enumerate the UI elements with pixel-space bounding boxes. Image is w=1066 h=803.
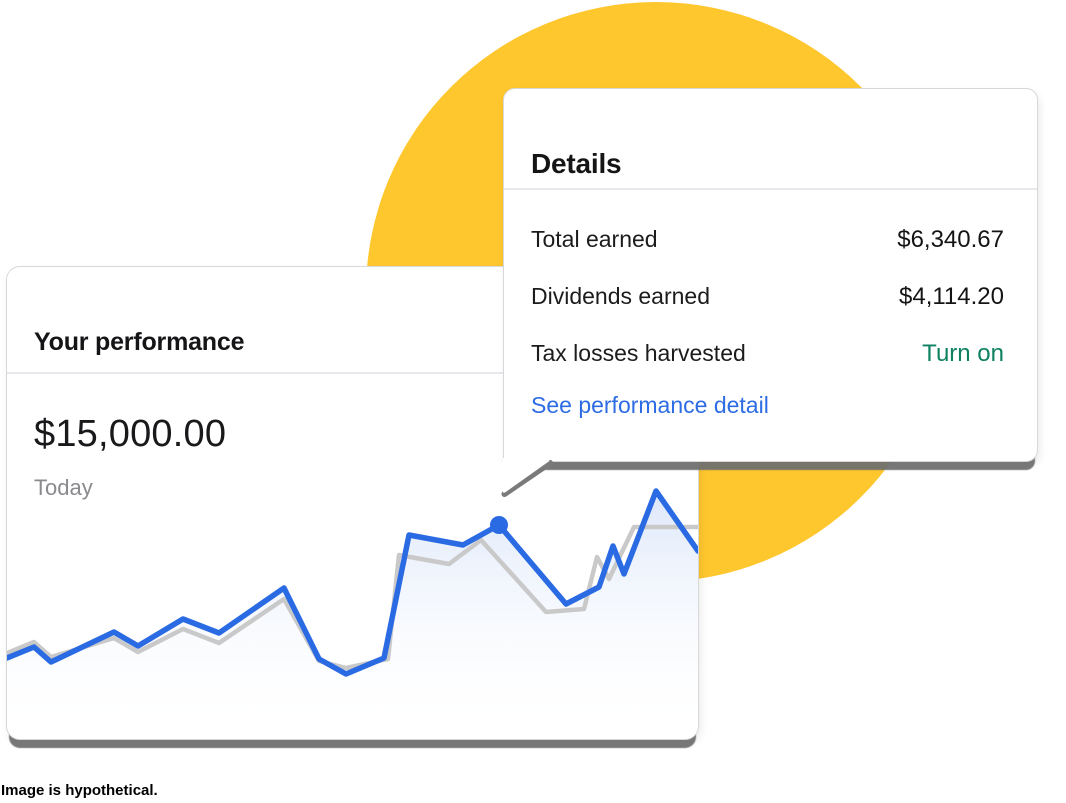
see-performance-detail-link[interactable]: See performance detail bbox=[531, 392, 769, 418]
tax-losses-label: Tax losses harvested bbox=[531, 340, 746, 366]
tooltip-tail bbox=[501, 458, 553, 497]
details-header-divider bbox=[504, 188, 1037, 190]
hypothetical-disclaimer: Image is hypothetical. bbox=[1, 782, 158, 799]
details-card-title: Details bbox=[531, 148, 622, 180]
performance-card-title: Your performance bbox=[34, 327, 245, 356]
chart-selected-point bbox=[490, 516, 508, 534]
portfolio-balance: $15,000.00 bbox=[34, 413, 227, 455]
chart-line-portfolio bbox=[7, 488, 698, 677]
turn-on-link[interactable]: Turn on bbox=[922, 339, 1004, 367]
chart-area-fill bbox=[7, 491, 698, 739]
total-earned-label: Total earned bbox=[531, 226, 658, 252]
balance-date-label: Today bbox=[34, 475, 93, 500]
performance-chart[interactable] bbox=[7, 481, 698, 739]
dividends-earned-value: $4,114.20 bbox=[899, 282, 1004, 310]
performance-header-divider bbox=[7, 372, 698, 374]
performance-card-content: Your performance $15,000.00 Today bbox=[7, 267, 698, 739]
detail-row-total-earned: Total earned $6,340.67 bbox=[531, 211, 1004, 268]
details-tooltip-card: Details Total earned $6,340.67 Dividends… bbox=[501, 88, 1038, 497]
dividends-earned-label: Dividends earned bbox=[531, 283, 711, 309]
detail-row-dividends-earned: Dividends earned $4,114.20 bbox=[531, 268, 1004, 325]
detail-row-tax-losses: Tax losses harvested Turn on bbox=[531, 325, 1004, 382]
total-earned-value: $6,340.67 bbox=[897, 225, 1004, 253]
details-rows: Total earned $6,340.67 Dividends earned … bbox=[531, 211, 1004, 382]
